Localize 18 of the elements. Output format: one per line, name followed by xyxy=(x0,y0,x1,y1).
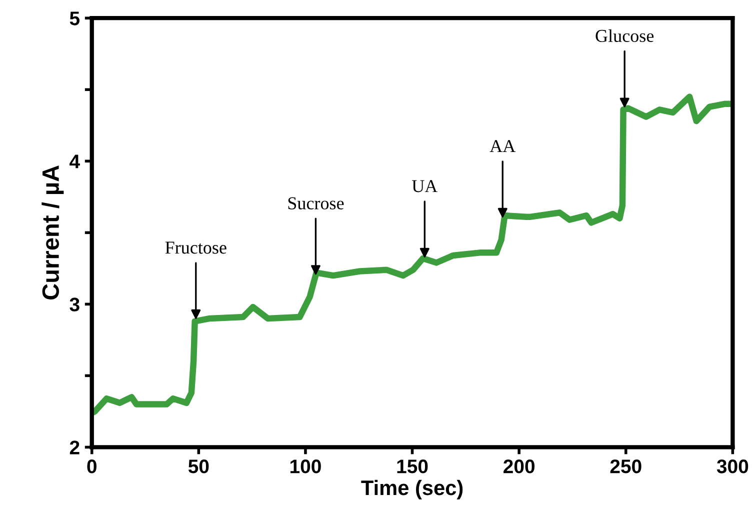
annotation: AA xyxy=(490,140,516,152)
y-axis-title: Current / µA xyxy=(42,165,64,300)
annotation: Glucose xyxy=(596,29,654,42)
y-tick-label: 4 xyxy=(70,154,80,168)
x-tick-label: 150 xyxy=(397,460,428,474)
x-tick-label: 50 xyxy=(188,460,209,474)
annotation: Sucrose xyxy=(288,197,344,210)
x-tick-label: 200 xyxy=(504,460,534,474)
x-tick-label: 100 xyxy=(290,460,321,474)
y-tick-label: 5 xyxy=(70,12,80,26)
annotation: Fructose xyxy=(165,242,226,254)
y-tick-label: 3 xyxy=(70,298,80,312)
x-tick-label: 0 xyxy=(87,460,96,474)
x-tick-label: 300 xyxy=(716,460,748,474)
y-tick-label: 2 xyxy=(70,440,80,454)
x-axis-title: Time (sec) xyxy=(361,480,463,500)
annotation: UA xyxy=(412,180,438,192)
x-tick-label: 250 xyxy=(610,460,642,474)
